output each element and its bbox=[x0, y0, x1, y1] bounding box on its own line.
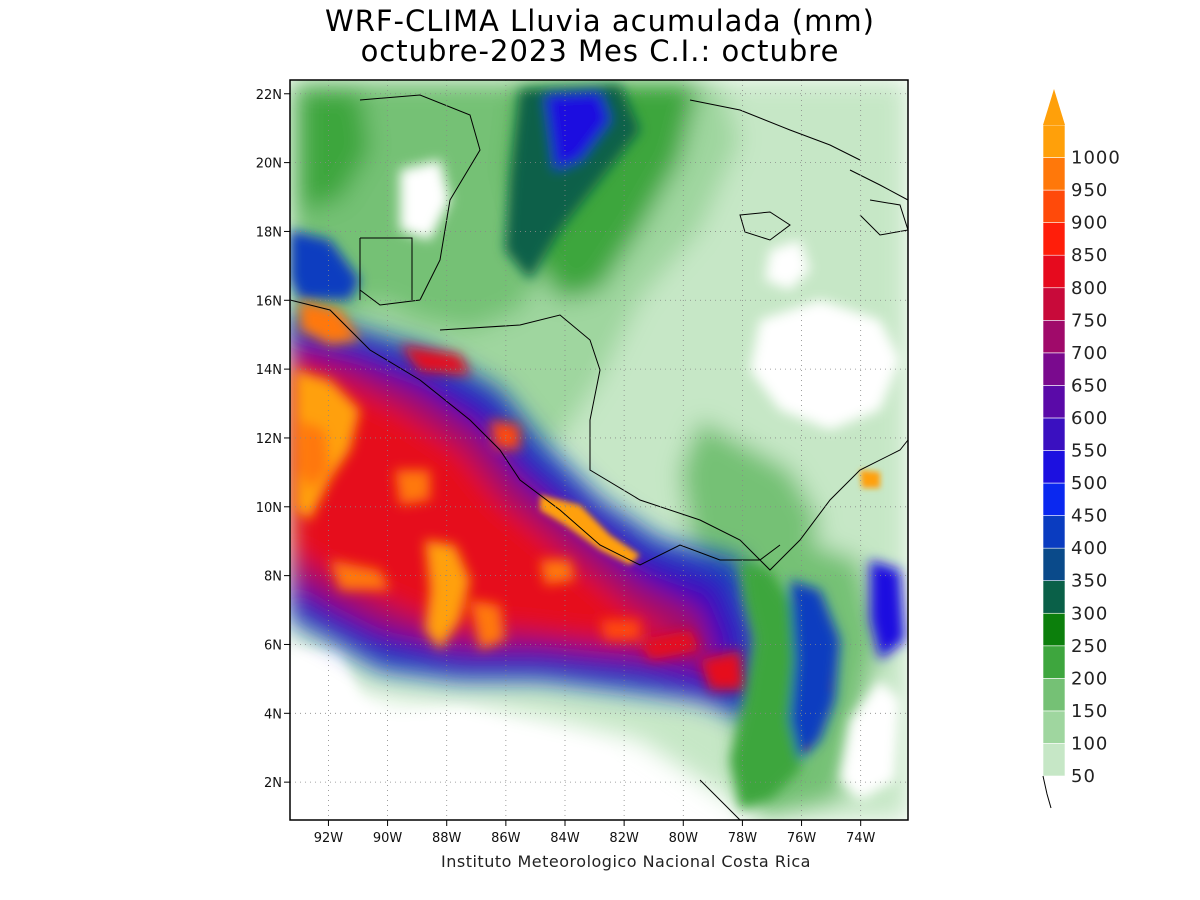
colorbar-swatch bbox=[1042, 743, 1066, 777]
y-tick-label: 20N bbox=[256, 157, 282, 172]
colorbar-swatch bbox=[1042, 124, 1066, 158]
y-tick-label: 14N bbox=[256, 363, 282, 378]
colorbar-label: 500 bbox=[1071, 473, 1108, 494]
colorbar-swatch bbox=[1042, 547, 1066, 582]
colorbar-label: 300 bbox=[1071, 603, 1108, 624]
colorbar-label: 100 bbox=[1071, 733, 1108, 754]
institution-credit: Instituto Meteorologico Nacional Costa R… bbox=[441, 852, 811, 871]
colorbar-label: 200 bbox=[1071, 668, 1108, 689]
rainfall-field bbox=[290, 80, 908, 820]
colorbar-swatch bbox=[1042, 580, 1066, 614]
colorbar-label: 150 bbox=[1071, 701, 1108, 722]
colorbar-swatch bbox=[1042, 222, 1066, 256]
colorbar-swatch bbox=[1042, 254, 1066, 289]
colorbar-swatch bbox=[1042, 450, 1066, 484]
y-tick-label: 10N bbox=[256, 501, 282, 516]
x-tick-label: 76W bbox=[787, 831, 817, 846]
colorbar-label: 950 bbox=[1071, 180, 1108, 201]
colorbar-swatch bbox=[1042, 352, 1066, 386]
colorbar-label: 850 bbox=[1071, 245, 1108, 266]
x-tick-label: 84W bbox=[550, 831, 580, 846]
colorbar-label: 50 bbox=[1071, 766, 1096, 787]
colorbar-swatch bbox=[1042, 645, 1066, 679]
colorbar-label: 600 bbox=[1071, 408, 1108, 429]
y-tick-label: 2N bbox=[264, 776, 282, 791]
colorbar-label: 700 bbox=[1071, 343, 1108, 364]
y-tick-label: 16N bbox=[256, 294, 282, 309]
colorbar-label: 400 bbox=[1071, 538, 1108, 559]
colorbar-label: 250 bbox=[1071, 636, 1108, 657]
colorbar-swatch bbox=[1042, 417, 1066, 451]
colorbar-label: 450 bbox=[1071, 506, 1108, 527]
x-tick-label: 88W bbox=[432, 831, 462, 846]
y-tick-label: 4N bbox=[264, 707, 282, 722]
colorbar: 50 100 150 200 250 300 350 400 450 500 550 600 650 70… bbox=[1042, 89, 1121, 809]
coastlines bbox=[290, 94, 908, 820]
colorbar-swatch bbox=[1042, 678, 1066, 712]
colorbar-label: 550 bbox=[1071, 441, 1108, 462]
y-tick-label: 18N bbox=[256, 225, 282, 240]
colorbar-label: 350 bbox=[1071, 571, 1108, 592]
map-title-line-2: octubre-2023 Mes C.I.: octubre bbox=[360, 34, 840, 68]
colorbar-swatch bbox=[1042, 385, 1066, 419]
map-gridlines bbox=[290, 80, 908, 820]
colorbar-label: 800 bbox=[1071, 278, 1108, 299]
x-tick-label: 78W bbox=[728, 831, 758, 846]
axis-ticks: 92W 90W 88W 86W 84W 82W 80W 78W 76W 74W 2N 4N 6N 8N 10… bbox=[256, 88, 876, 846]
y-tick-label: 12N bbox=[256, 432, 282, 447]
x-tick-label: 74W bbox=[846, 831, 876, 846]
colorbar-label: 900 bbox=[1071, 213, 1108, 234]
colorbar-swatch bbox=[1042, 287, 1066, 321]
x-tick-label: 82W bbox=[609, 831, 639, 846]
colorbar-swatch bbox=[1042, 157, 1066, 191]
colorbar-label: 1000 bbox=[1071, 148, 1121, 169]
colorbar-swatch bbox=[1042, 319, 1066, 354]
colorbar-label: 750 bbox=[1071, 310, 1108, 331]
x-tick-label: 92W bbox=[314, 831, 344, 846]
map-frame bbox=[289, 79, 909, 821]
colorbar-swatch bbox=[1042, 710, 1066, 744]
y-tick-label: 8N bbox=[264, 570, 282, 585]
y-tick-label: 6N bbox=[264, 638, 282, 653]
colorbar-swatch bbox=[1042, 612, 1066, 647]
y-tick-label: 22N bbox=[256, 88, 282, 103]
map-title-line-1: WRF-CLIMA Lluvia acumulada (mm) bbox=[325, 4, 875, 38]
colorbar-under-arrow bbox=[1042, 775, 1052, 809]
x-tick-label: 80W bbox=[669, 831, 699, 846]
colorbar-swatch bbox=[1042, 515, 1066, 549]
x-tick-label: 86W bbox=[491, 831, 521, 846]
colorbar-over-arrow bbox=[1043, 89, 1065, 125]
colorbar-swatch bbox=[1042, 189, 1066, 223]
colorbar-swatch bbox=[1042, 482, 1066, 516]
x-tick-label: 90W bbox=[373, 831, 403, 846]
colorbar-label: 650 bbox=[1071, 375, 1108, 396]
